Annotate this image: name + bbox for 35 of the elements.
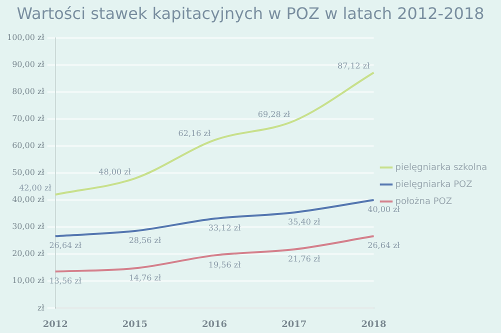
chart-title: Wartości stawek kapitacyjnych w POZ w latach 2012-2018	[16, 4, 486, 23]
y-tick-label: 20,00 zł	[12, 249, 45, 258]
data-label: 87,12 zł	[337, 62, 370, 71]
x-tick-label: 2012	[42, 320, 68, 330]
data-label: 13,56 zł	[49, 276, 82, 286]
data-label: 26,64 zł	[49, 241, 82, 250]
data-label: 19,56 zł	[208, 260, 242, 270]
text: położna POZ	[395, 196, 452, 207]
y-tick-label: 30,00 zł	[12, 222, 45, 232]
data-label: 62,16 zł	[178, 129, 211, 138]
data-label: 28,56 zł	[128, 236, 162, 245]
data-label: 33,12 zł	[208, 224, 242, 233]
y-tick-label: zł	[38, 303, 45, 312]
data-label: 21,76 zł	[288, 254, 321, 264]
data-label: 14,76 zł	[128, 273, 162, 282]
y-tick-label: 70,00 zł	[12, 114, 45, 123]
y-tick-label: 90,00 zł	[12, 60, 45, 69]
y-tick-label: 40,00 zł	[12, 195, 45, 204]
data-label: 48,00 zł	[98, 167, 132, 176]
legend-label: pielęgniarka szkolna	[395, 162, 488, 173]
y-tick-label: 80,00 zł	[12, 86, 45, 96]
x-tick-label: 2016	[202, 320, 228, 330]
y-tick-label: 60,00 zł	[12, 141, 45, 150]
data-label: 69,28 zł	[258, 110, 291, 119]
x-tick-label: 2018	[361, 320, 386, 330]
data-label: 40,00 zł	[368, 205, 400, 214]
y-tick-label: 10,00 zł	[12, 276, 45, 286]
data-label: 35,40 zł	[288, 217, 321, 226]
x-tick-label: 2017	[282, 320, 307, 330]
data-label: 26,64 zł	[368, 241, 400, 250]
legend-label: pielęgniarka POZ	[395, 180, 472, 190]
data-label: 42,00 zł	[19, 184, 52, 193]
y-tick-label: 100,00 zł	[7, 32, 45, 42]
y-tick-label: 50,00 zł	[12, 168, 45, 178]
x-tick-label: 2015	[122, 320, 148, 330]
